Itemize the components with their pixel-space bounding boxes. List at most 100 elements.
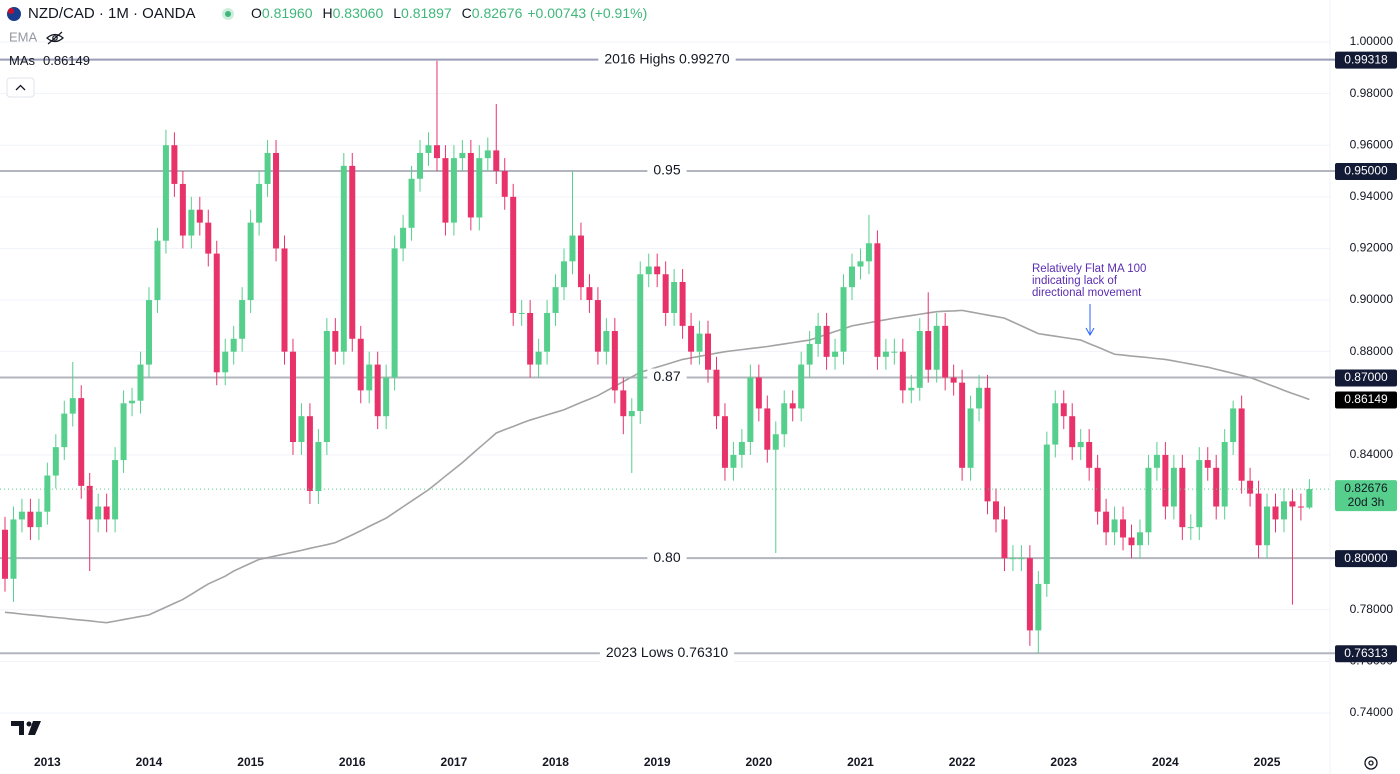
candle-body xyxy=(1247,480,1254,494)
level-label-bg xyxy=(647,162,687,181)
candle-body xyxy=(1221,441,1228,507)
candle-body xyxy=(611,331,618,391)
mas-value: 0.86149 xyxy=(43,53,90,68)
x-tick-label: 2024 xyxy=(1152,755,1179,769)
candle-body xyxy=(179,183,186,236)
candle-body xyxy=(27,511,34,528)
x-tick-label: 2013 xyxy=(34,755,61,769)
candle-body xyxy=(705,333,712,370)
candle-body xyxy=(874,243,881,357)
candle-body xyxy=(1204,460,1211,468)
candle-body xyxy=(120,403,127,461)
candle-body xyxy=(1255,493,1262,546)
candle-body xyxy=(992,501,999,520)
candle-body xyxy=(222,351,229,373)
candle-body xyxy=(950,377,957,383)
candle-body xyxy=(230,338,237,352)
candle-body xyxy=(721,416,728,468)
candle-body xyxy=(10,519,17,579)
candle-body xyxy=(815,325,822,344)
candle-body xyxy=(1001,519,1008,559)
candle-body xyxy=(1153,454,1160,468)
candle-body xyxy=(976,387,983,409)
candle-body xyxy=(35,511,42,528)
x-tick-label: 2016 xyxy=(339,755,366,769)
candle-body xyxy=(696,333,703,352)
candle-body xyxy=(510,196,517,313)
candle-body xyxy=(332,331,339,352)
candle-body xyxy=(1052,403,1059,445)
candle-body xyxy=(637,274,644,412)
ma-tag xyxy=(1335,391,1397,409)
level-tag xyxy=(1335,369,1397,387)
level-tag-label: 0.99318 xyxy=(1344,52,1388,66)
candle-body xyxy=(865,243,872,262)
candle-body xyxy=(789,403,796,409)
level-label: 0.95 xyxy=(653,162,680,178)
candle-body xyxy=(357,338,364,391)
x-tick-label: 2025 xyxy=(1254,755,1281,769)
level-tag xyxy=(1335,51,1397,69)
level-label-bg xyxy=(599,644,735,663)
price-tag-label: 0.82676 xyxy=(1344,481,1388,495)
x-tick-label: 2014 xyxy=(136,755,163,769)
candle-body xyxy=(2,529,8,579)
candle-body xyxy=(1297,506,1304,508)
price-countdown: 20d 3h xyxy=(1348,495,1385,509)
y-tick-label: 0.78000 xyxy=(1350,602,1394,616)
candle-body xyxy=(654,266,661,275)
candle-body xyxy=(1043,444,1050,584)
x-tick-label: 2022 xyxy=(949,755,976,769)
y-tick-label: 1.00000 xyxy=(1350,34,1394,48)
candle-body xyxy=(594,300,601,352)
ohlc-legend: O0.81960 H0.83060 L0.81897 C0.82676 +0.00743… xyxy=(251,5,647,21)
y-tick-label: 0.88000 xyxy=(1350,344,1394,358)
candle-body xyxy=(103,506,110,520)
candle-body xyxy=(323,331,330,442)
candle-body xyxy=(1213,467,1220,507)
eye-off-icon[interactable] xyxy=(46,31,64,45)
candle-body xyxy=(383,377,390,417)
candle-body xyxy=(450,158,457,223)
candle-body xyxy=(823,325,830,357)
collapse-button[interactable] xyxy=(6,77,35,98)
level-label: 2023 Lows 0.76310 xyxy=(606,644,728,660)
tv-logo-part xyxy=(28,721,41,735)
candle-body xyxy=(730,454,737,468)
candle-body xyxy=(391,248,398,378)
candle-body xyxy=(196,209,203,223)
candle-body xyxy=(1120,519,1127,538)
candle-body xyxy=(247,222,254,301)
level-tag-label: 0.87000 xyxy=(1344,370,1388,384)
indicator-ema[interactable]: EMA xyxy=(9,29,38,44)
indicator-mas[interactable]: MAs 0.86149 xyxy=(9,53,90,68)
candle-body xyxy=(925,331,932,370)
candle-body xyxy=(518,312,525,314)
candle-body xyxy=(171,145,178,184)
candle-body xyxy=(527,312,534,365)
level-tag-label: 0.95000 xyxy=(1344,164,1388,178)
candle-body xyxy=(679,281,686,326)
level-tag xyxy=(1335,645,1397,663)
tv-logo-dot xyxy=(26,721,32,727)
y-tick-label: 0.74000 xyxy=(1350,705,1394,719)
candle-body xyxy=(603,331,610,352)
settings-icon[interactable] xyxy=(1364,756,1378,770)
ohlc-value: 0.82676 xyxy=(472,5,523,21)
candle-body xyxy=(493,150,500,172)
candle-body xyxy=(577,235,584,288)
candle-body xyxy=(340,165,347,352)
y-tick-label: 0.90000 xyxy=(1350,292,1394,306)
candle-body xyxy=(69,398,76,414)
candle-body xyxy=(484,150,491,159)
candle-body xyxy=(467,152,474,218)
candle-body xyxy=(112,460,119,520)
x-tick-label: 2021 xyxy=(847,755,874,769)
candle-body xyxy=(408,178,415,228)
y-tick-label: 0.92000 xyxy=(1350,241,1394,255)
candle-body xyxy=(747,377,754,442)
x-tick-label: 2019 xyxy=(644,755,671,769)
candle-body xyxy=(1018,558,1025,560)
candle-body xyxy=(349,165,356,339)
